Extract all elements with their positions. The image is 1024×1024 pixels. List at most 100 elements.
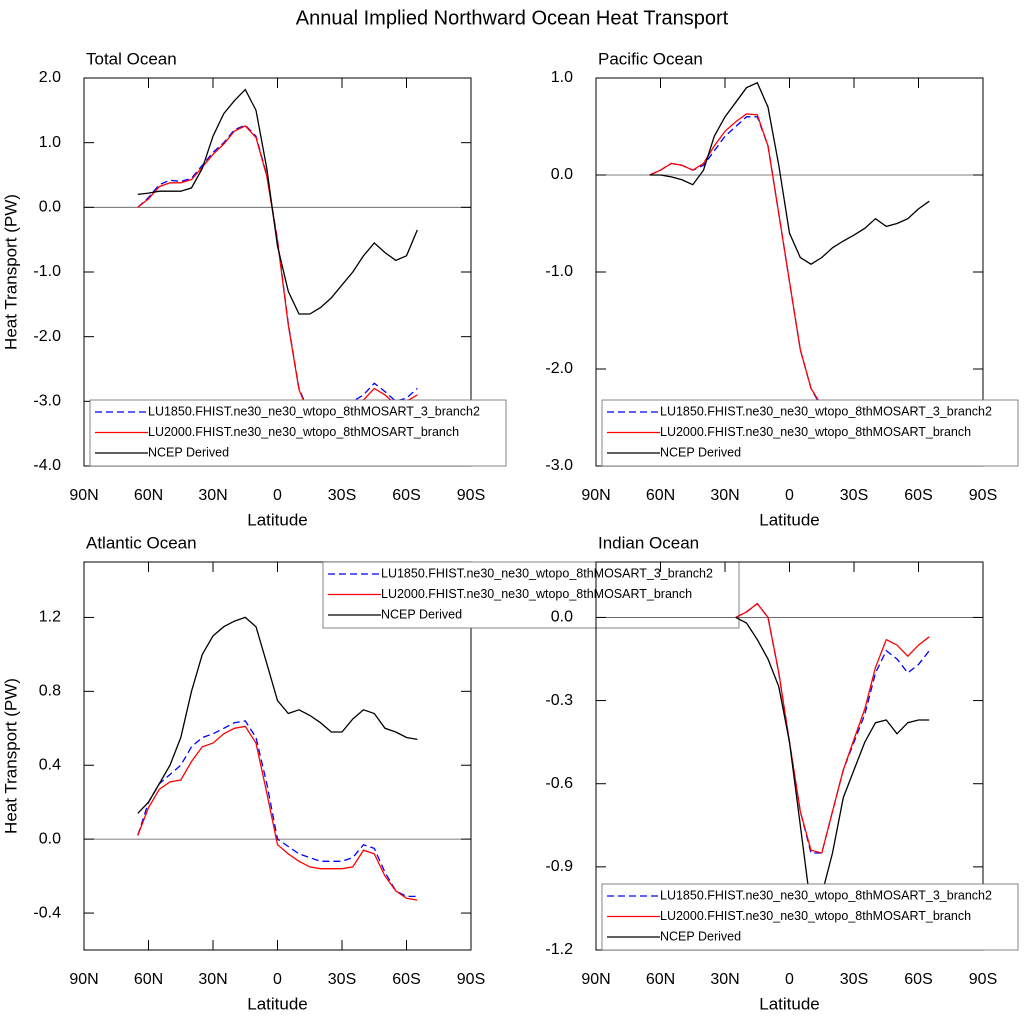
series-line [137, 125, 418, 423]
y-tick-label: -1.0 [545, 263, 573, 280]
y-tick-label: -0.4 [33, 904, 61, 921]
x-tick-label: 30N [198, 971, 227, 988]
y-axis-label: Heat Transport (PW) [1, 678, 20, 834]
panel-title: Atlantic Ocean [86, 533, 197, 552]
panel: Atlantic Ocean 90N 60N 30N 0 30S 60S 90S 1.2 0.8 0… [1, 533, 740, 1013]
y-tick-label: -4.0 [33, 457, 61, 474]
x-tick-label: 60N [646, 971, 675, 988]
x-axis-label: Latitude [247, 510, 308, 529]
legend: LU1850.FHIST.ne30_ne30_wtopo_8thMOSART_3… [601, 399, 1019, 467]
panel-title: Total Ocean [86, 49, 177, 68]
x-tick-label: 30S [328, 971, 356, 988]
series-line [137, 720, 418, 898]
legend-label: LU1850.FHIST.ne30_ne30_wtopo_8thMOSART_3… [660, 888, 992, 902]
y-tick-label: -3.0 [545, 457, 573, 474]
figure-title: Annual Implied Northward Ocean Heat Tran… [296, 7, 729, 29]
x-tick-label: 60N [134, 971, 163, 988]
series-line [649, 113, 930, 430]
x-tick-label: 30S [840, 487, 868, 504]
x-tick-label: 60S [904, 487, 932, 504]
legend-box [601, 399, 1019, 467]
y-tick-label: 0.4 [39, 756, 61, 773]
y-tick-label: 0.0 [551, 166, 573, 183]
x-tick-label: 90N [581, 487, 610, 504]
x-tick-label: 0 [785, 971, 794, 988]
x-tick-label: 90S [969, 971, 997, 988]
x-axis-label: Latitude [247, 994, 308, 1013]
x-tick-label: 0 [785, 487, 794, 504]
series-line [137, 124, 418, 422]
series-line [137, 725, 418, 901]
legend-box [601, 883, 1019, 951]
legend: LU1850.FHIST.ne30_ne30_wtopo_8thMOSART_3… [601, 883, 1019, 951]
x-tick-label: 90S [457, 971, 485, 988]
legend-label: LU2000.FHIST.ne30_ne30_wtopo_8thMOSART_b… [148, 425, 459, 439]
legend-box [322, 561, 740, 629]
x-tick-label: 90S [457, 487, 485, 504]
legend: LU1850.FHIST.ne30_ne30_wtopo_8thMOSART_3… [89, 399, 507, 467]
y-tick-label: -1.0 [33, 263, 61, 280]
y-tick-label: 0.8 [39, 683, 61, 700]
x-tick-label: 30N [710, 487, 739, 504]
x-tick-label: 60N [134, 487, 163, 504]
panel: Indian Ocean 90N 60N 30N 0 30S 60S 90S 0.0 -0.3 -0… [545, 533, 1019, 1013]
x-tick-label: 30N [710, 971, 739, 988]
y-tick-label: 0.0 [39, 830, 61, 847]
x-tick-label: 90S [969, 487, 997, 504]
legend-label: NCEP Derived [381, 607, 462, 621]
x-tick-label: 90N [581, 971, 610, 988]
y-tick-label: -0.9 [545, 858, 573, 875]
x-tick-label: 60S [392, 487, 420, 504]
x-tick-label: 60S [392, 971, 420, 988]
x-tick-label: 60N [646, 487, 675, 504]
y-tick-label: 0.0 [39, 199, 61, 216]
x-tick-label: 60S [904, 971, 932, 988]
y-tick-label: -0.6 [545, 775, 573, 792]
legend-label: NCEP Derived [660, 929, 741, 943]
x-tick-label: 30N [198, 487, 227, 504]
x-tick-label: 90N [69, 971, 98, 988]
y-tick-label: 2.0 [39, 69, 61, 86]
series-line [735, 602, 930, 854]
y-tick-label: -3.0 [33, 393, 61, 410]
x-tick-label: 30S [840, 971, 868, 988]
legend-label: LU1850.FHIST.ne30_ne30_wtopo_8thMOSART_3… [660, 404, 992, 418]
plot-frame [83, 561, 472, 951]
y-tick-label: -2.0 [33, 328, 61, 345]
legend-label: LU2000.FHIST.ne30_ne30_wtopo_8thMOSART_b… [660, 425, 971, 439]
x-tick-label: 0 [273, 487, 282, 504]
series-line [649, 116, 930, 428]
legend-label: NCEP Derived [660, 445, 741, 459]
y-tick-label: -2.0 [545, 360, 573, 377]
panel-title: Indian Ocean [598, 533, 699, 552]
x-axis-label: Latitude [759, 994, 820, 1013]
y-tick-label: 0.0 [551, 609, 573, 626]
series-line [137, 88, 418, 315]
legend-label: NCEP Derived [148, 445, 229, 459]
legend-box [89, 399, 507, 467]
y-tick-label: -0.3 [545, 692, 573, 709]
y-tick-label: -1.2 [545, 941, 573, 958]
series-line [735, 602, 930, 854]
panel-title: Pacific Ocean [598, 49, 703, 68]
y-axis-label: Heat Transport (PW) [1, 194, 20, 350]
y-tick-label: 1.0 [551, 69, 573, 86]
legend-label: LU2000.FHIST.ne30_ne30_wtopo_8thMOSART_b… [381, 587, 692, 601]
panel: Total Ocean 90N 60N 30N 0 30S 60S 90S 2.0 1.0 0.0 -… [1, 49, 507, 529]
x-tick-label: 30S [328, 487, 356, 504]
x-tick-label: 0 [273, 971, 282, 988]
panel: Pacific Ocean 90N 60N 30N 0 30S 60S 90S 1.0 0.0 -1… [545, 49, 1019, 529]
series-line [137, 616, 418, 814]
x-tick-label: 90N [69, 487, 98, 504]
series-line [735, 616, 930, 911]
legend-label: LU1850.FHIST.ne30_ne30_wtopo_8thMOSART_3… [381, 566, 713, 580]
x-axis-label: Latitude [759, 510, 820, 529]
legend-label: LU1850.FHIST.ne30_ne30_wtopo_8thMOSART_3… [148, 404, 480, 418]
y-tick-label: 1.0 [39, 134, 61, 151]
legend-label: LU2000.FHIST.ne30_ne30_wtopo_8thMOSART_b… [660, 909, 971, 923]
y-tick-label: 1.2 [39, 609, 61, 626]
legend: LU1850.FHIST.ne30_ne30_wtopo_8thMOSART_3… [322, 561, 740, 629]
series-line [649, 81, 930, 265]
